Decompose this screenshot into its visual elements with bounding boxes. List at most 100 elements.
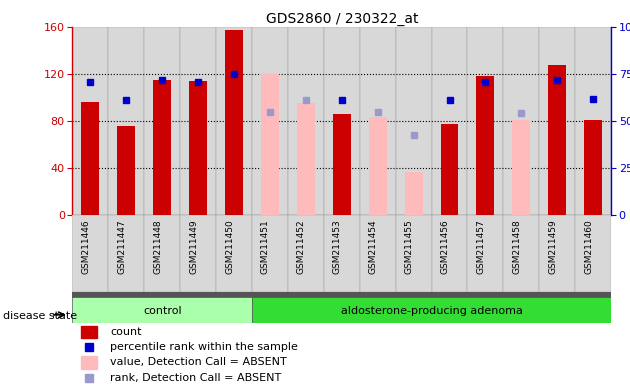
Bar: [108, 27, 144, 215]
Text: GSM211448: GSM211448: [153, 219, 163, 273]
Bar: [324, 27, 360, 215]
Text: GSM211455: GSM211455: [404, 219, 413, 274]
Bar: [72, 27, 108, 215]
Bar: [216, 27, 252, 215]
Bar: [180, 27, 216, 215]
Text: GSM211447: GSM211447: [117, 219, 126, 273]
Bar: [432, 215, 467, 292]
Bar: [72, 27, 108, 215]
Bar: [432, 27, 467, 215]
Bar: [360, 27, 396, 215]
Bar: [548, 65, 566, 215]
Bar: [72, 297, 252, 323]
Bar: [396, 27, 432, 215]
Bar: [396, 27, 432, 215]
Bar: [216, 27, 252, 215]
Text: value, Detection Call = ABSENT: value, Detection Call = ABSENT: [110, 358, 287, 367]
Bar: [81, 102, 100, 215]
Bar: [575, 215, 611, 292]
Bar: [216, 215, 252, 292]
Bar: [539, 215, 575, 292]
Bar: [81, 326, 96, 338]
Text: disease state: disease state: [3, 311, 77, 321]
Bar: [404, 172, 423, 215]
Bar: [476, 76, 495, 215]
Bar: [216, 27, 252, 215]
Bar: [225, 30, 243, 215]
Bar: [72, 292, 611, 297]
Bar: [512, 120, 530, 215]
Bar: [144, 215, 180, 292]
Text: GSM211454: GSM211454: [369, 219, 377, 273]
Bar: [252, 297, 611, 323]
Bar: [144, 27, 180, 215]
Text: GSM211452: GSM211452: [297, 219, 306, 273]
Bar: [467, 27, 503, 215]
Text: aldosterone-producing adenoma: aldosterone-producing adenoma: [341, 306, 522, 316]
Bar: [396, 215, 432, 292]
Bar: [252, 27, 288, 215]
Bar: [288, 27, 324, 215]
Title: GDS2860 / 230322_at: GDS2860 / 230322_at: [265, 12, 418, 26]
Bar: [180, 215, 216, 292]
Text: GSM211446: GSM211446: [81, 219, 91, 273]
Bar: [467, 27, 503, 215]
Bar: [369, 118, 387, 215]
Bar: [503, 27, 539, 215]
Bar: [288, 215, 324, 292]
Bar: [467, 27, 503, 215]
Text: rank, Detection Call = ABSENT: rank, Detection Call = ABSENT: [110, 373, 282, 383]
Text: GSM211458: GSM211458: [512, 219, 521, 274]
Bar: [503, 27, 539, 215]
Bar: [180, 27, 216, 215]
Text: GSM211450: GSM211450: [225, 219, 234, 274]
Bar: [575, 27, 611, 215]
Bar: [432, 27, 467, 215]
Text: GSM211449: GSM211449: [189, 219, 198, 273]
Bar: [333, 114, 351, 215]
Bar: [117, 126, 135, 215]
Bar: [324, 215, 360, 292]
Bar: [539, 27, 575, 215]
Bar: [440, 124, 459, 215]
Bar: [584, 120, 602, 215]
Text: GSM211451: GSM211451: [261, 219, 270, 274]
Text: GSM211457: GSM211457: [476, 219, 485, 274]
Text: GSM211456: GSM211456: [440, 219, 450, 274]
Bar: [288, 27, 324, 215]
Bar: [81, 356, 96, 369]
Bar: [575, 27, 611, 215]
Text: percentile rank within the sample: percentile rank within the sample: [110, 342, 298, 352]
Bar: [153, 80, 171, 215]
Bar: [324, 27, 360, 215]
Bar: [144, 27, 180, 215]
Bar: [261, 74, 279, 215]
Bar: [72, 215, 108, 292]
Bar: [252, 27, 288, 215]
Bar: [539, 27, 575, 215]
Bar: [288, 27, 324, 215]
Bar: [180, 27, 216, 215]
Bar: [252, 27, 288, 215]
Bar: [252, 215, 288, 292]
Text: GSM211460: GSM211460: [584, 219, 593, 274]
Bar: [297, 103, 315, 215]
Bar: [360, 27, 396, 215]
Bar: [72, 27, 108, 215]
Bar: [432, 27, 467, 215]
Bar: [108, 27, 144, 215]
Bar: [189, 81, 207, 215]
Bar: [467, 215, 503, 292]
Bar: [360, 27, 396, 215]
Bar: [503, 215, 539, 292]
Bar: [108, 215, 144, 292]
Text: count: count: [110, 327, 142, 337]
Text: GSM211459: GSM211459: [548, 219, 557, 274]
Bar: [503, 27, 539, 215]
Text: GSM211453: GSM211453: [333, 219, 341, 274]
Bar: [575, 27, 611, 215]
Bar: [108, 27, 144, 215]
Bar: [396, 27, 432, 215]
Bar: [539, 27, 575, 215]
Bar: [144, 27, 180, 215]
